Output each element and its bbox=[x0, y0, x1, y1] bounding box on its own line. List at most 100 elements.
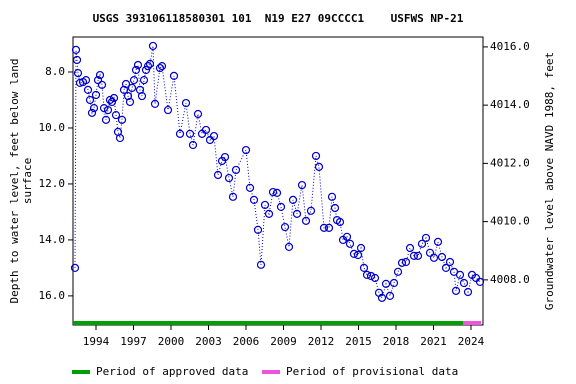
data-point bbox=[359, 263, 369, 273]
data-point bbox=[131, 65, 141, 75]
data-point bbox=[185, 129, 195, 138]
y2-tick-label: 4010.0 bbox=[490, 215, 530, 228]
data-point bbox=[201, 125, 211, 135]
data-point bbox=[231, 165, 241, 175]
x-tick-label: 2024 bbox=[458, 335, 485, 348]
data-point bbox=[105, 95, 115, 105]
data-point bbox=[197, 129, 207, 138]
data-point bbox=[268, 187, 278, 197]
data-point bbox=[107, 97, 117, 107]
data-point bbox=[276, 202, 286, 211]
legend-label: Period of approved data bbox=[96, 365, 248, 378]
data-point bbox=[366, 271, 376, 281]
data-point bbox=[301, 216, 311, 225]
data-line bbox=[74, 45, 481, 300]
data-point bbox=[335, 217, 345, 227]
data-point bbox=[280, 222, 290, 232]
data-point bbox=[71, 45, 81, 54]
x-tick-label: 1997 bbox=[120, 335, 147, 348]
data-point bbox=[85, 95, 95, 105]
x-tick-label: 2009 bbox=[270, 335, 297, 348]
data-point bbox=[87, 108, 97, 117]
x-tick-label: 2006 bbox=[233, 335, 260, 348]
data-point bbox=[429, 253, 439, 262]
data-point bbox=[389, 278, 399, 288]
data-point bbox=[175, 129, 185, 138]
data-point bbox=[169, 71, 179, 81]
data-point bbox=[311, 151, 321, 161]
data-point bbox=[459, 278, 469, 288]
data-point bbox=[181, 98, 191, 108]
data-point bbox=[256, 260, 266, 269]
data-point bbox=[451, 286, 461, 295]
data-point bbox=[409, 251, 419, 260]
data-point bbox=[249, 195, 259, 204]
data-point bbox=[381, 279, 391, 288]
data-point bbox=[253, 225, 263, 234]
x-tick-label: 2018 bbox=[383, 335, 410, 348]
y2-tick-label: 4012.0 bbox=[490, 156, 530, 169]
data-point bbox=[93, 76, 103, 85]
y-label-line: surface bbox=[21, 158, 34, 204]
data-point bbox=[111, 110, 121, 120]
data-point bbox=[284, 242, 294, 252]
data-point bbox=[445, 257, 455, 267]
data-point bbox=[81, 76, 91, 85]
data-point bbox=[125, 97, 135, 107]
data-point bbox=[148, 41, 158, 51]
data-point bbox=[272, 188, 282, 197]
data-point bbox=[139, 76, 149, 85]
x-tick-label: 2012 bbox=[308, 335, 335, 348]
y2-tick-label: 4014.0 bbox=[490, 98, 530, 111]
data-point bbox=[370, 273, 380, 283]
data-point bbox=[101, 115, 111, 124]
data-point bbox=[228, 192, 238, 201]
data-point bbox=[349, 249, 359, 259]
data-point bbox=[260, 200, 270, 210]
data-point bbox=[353, 250, 363, 260]
data-point bbox=[141, 65, 151, 75]
data-point bbox=[324, 223, 334, 232]
data-point bbox=[297, 180, 307, 190]
data-point bbox=[342, 232, 352, 241]
data-point bbox=[292, 209, 302, 218]
data-point bbox=[157, 62, 167, 71]
data-point bbox=[209, 131, 219, 141]
y-tick-label: 12.0 bbox=[39, 177, 66, 190]
data-point bbox=[475, 277, 485, 286]
data-point bbox=[433, 237, 443, 246]
data-point bbox=[393, 267, 403, 276]
data-point bbox=[356, 243, 366, 253]
data-point bbox=[314, 162, 324, 171]
data-point bbox=[220, 152, 230, 162]
data-point bbox=[405, 243, 415, 253]
y2-label: Groundwater level above NAVD 1988, feet bbox=[543, 52, 556, 310]
data-point bbox=[163, 105, 173, 115]
data-point bbox=[306, 206, 316, 215]
data-point bbox=[117, 115, 127, 124]
data-point bbox=[417, 239, 427, 248]
data-point bbox=[155, 63, 165, 73]
data-point bbox=[327, 192, 337, 201]
y-label-line: Depth to water level, feet below land bbox=[8, 58, 21, 303]
data-point bbox=[377, 293, 387, 302]
x-tick-label: 2015 bbox=[345, 335, 372, 348]
data-point bbox=[95, 70, 105, 80]
data-point bbox=[441, 263, 451, 273]
chart-title: USGS 393106118580301 101 N19 E27 09CCCC1… bbox=[93, 12, 464, 25]
data-point bbox=[150, 99, 160, 108]
plot-frame bbox=[72, 36, 484, 326]
y2-tick-label: 4016.0 bbox=[490, 40, 530, 53]
x-tick-label: 2003 bbox=[195, 335, 222, 348]
data-point bbox=[362, 270, 372, 280]
data-point bbox=[241, 145, 251, 155]
data-point bbox=[455, 270, 465, 280]
data-point bbox=[397, 258, 407, 267]
data-point bbox=[330, 203, 340, 213]
data-point bbox=[463, 287, 473, 297]
data-point bbox=[145, 59, 155, 68]
data-point bbox=[437, 252, 447, 262]
data-point bbox=[83, 85, 93, 94]
data-point bbox=[193, 109, 203, 119]
